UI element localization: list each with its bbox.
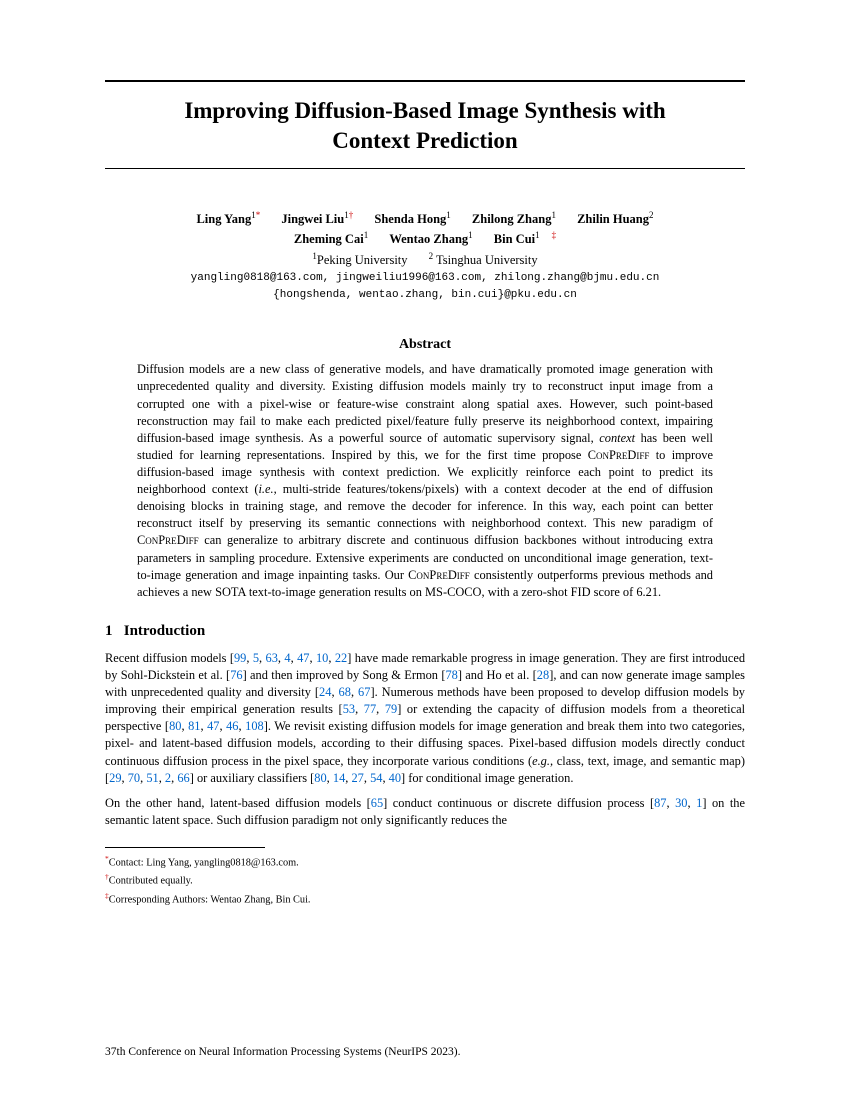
abstract-heading: Abstract	[105, 337, 745, 353]
section-1-heading: 1 Introduction	[105, 623, 745, 640]
footnote-rule	[105, 847, 265, 848]
footnote-2: †Contributed equally.	[105, 871, 745, 889]
footnote-3: ‡Corresponding Authors: Wentao Zhang, Bi…	[105, 890, 745, 908]
authors-row-1: Ling Yang1* Jingwei Liu1† Shenda Hong1 Z…	[105, 209, 745, 230]
emails-line-2: {hongshenda, wentao.zhang, bin.cui}@pku.…	[105, 287, 745, 304]
footnote-1: *Contact: Ling Yang, yangling0818@163.co…	[105, 853, 745, 871]
title-bottom-rule	[105, 168, 745, 169]
paper-title: Improving Diffusion-Based Image Synthesi…	[105, 82, 745, 168]
authors-row-2: Zheming Cai1 Wentao Zhang1 Bin Cui1‡	[105, 229, 745, 250]
emails-line-1: yangling0818@163.com, jingweiliu1996@163…	[105, 270, 745, 287]
intro-para-2: On the other hand, latent-based diffusio…	[105, 795, 745, 829]
authors-block: Ling Yang1* Jingwei Liu1† Shenda Hong1 Z…	[105, 209, 745, 304]
title-line-1: Improving Diffusion-Based Image Synthesi…	[184, 98, 665, 123]
title-line-2: Context Prediction	[332, 128, 517, 153]
intro-para-1: Recent diffusion models [99, 5, 63, 4, 4…	[105, 650, 745, 787]
abstract-body: Diffusion models are a new class of gene…	[137, 361, 713, 601]
affiliations: 1Peking University 2 Tsinghua University	[105, 250, 745, 271]
venue-line: 37th Conference on Neural Information Pr…	[105, 1046, 460, 1058]
